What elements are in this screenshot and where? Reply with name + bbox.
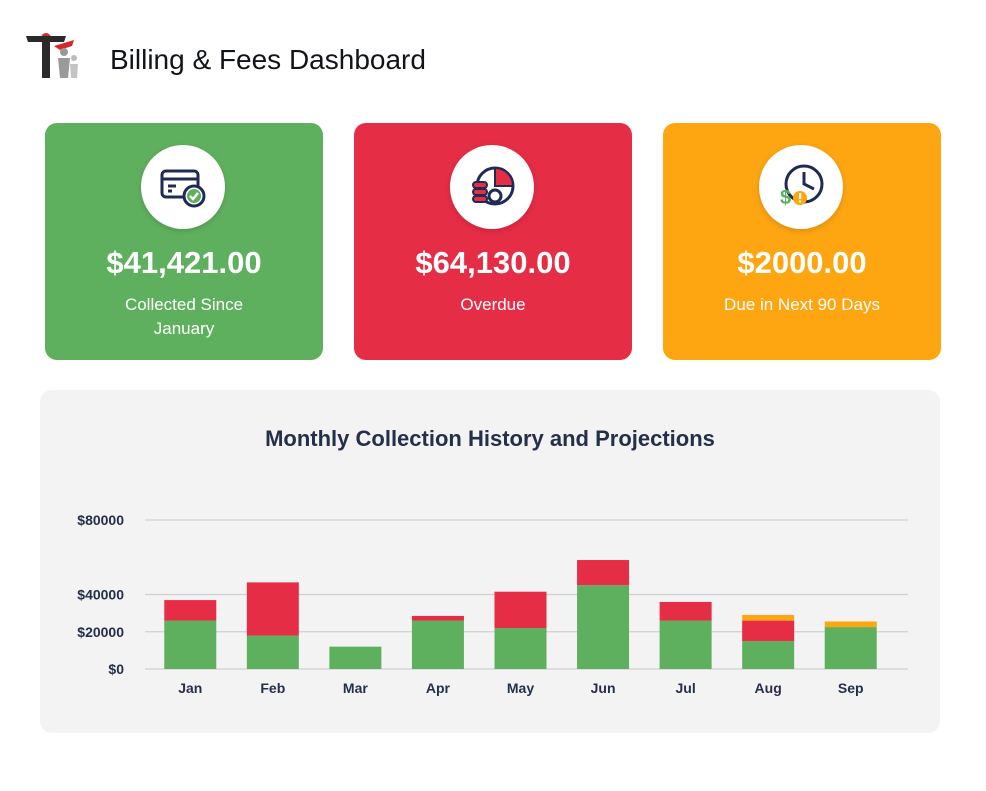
x-tick-label: Aug	[755, 680, 782, 696]
bar-jan-segment-1	[164, 600, 217, 621]
bar-jul-segment-1	[659, 601, 712, 621]
y-tick-label: $40000	[77, 587, 124, 603]
due-soon-card: $ $2000.00 Due in Next 90 Days	[663, 123, 941, 360]
bar-mar-segment-0	[329, 646, 382, 669]
bar-sep-segment-2	[824, 621, 877, 628]
collected-card: $41,421.00 Collected Since January	[45, 123, 323, 360]
y-tick-label: $20000	[77, 624, 124, 640]
due-soon-caption: Due in Next 90 Days	[724, 295, 880, 314]
bar-aug-segment-1	[742, 620, 795, 642]
x-tick-label: Jun	[591, 680, 616, 696]
x-tick-label: Mar	[343, 680, 368, 696]
y-tick-label: $0	[108, 661, 124, 677]
x-tick-label: May	[507, 680, 534, 696]
bar-aug-segment-2	[742, 614, 795, 621]
bar-jun-segment-0	[577, 585, 630, 669]
card-check-icon	[141, 145, 225, 229]
bar-sep-segment-0	[824, 627, 877, 669]
bar-jan-segment-0	[164, 620, 217, 669]
bar-may-segment-0	[494, 628, 547, 669]
collected-amount: $41,421.00	[106, 245, 262, 280]
overdue-caption: Overdue	[460, 295, 526, 314]
clock-dollar-warning-icon: $	[759, 145, 843, 229]
monthly-collection-chart: Monthly Collection History and Projectio…	[40, 390, 940, 733]
bar-apr-segment-0	[411, 620, 464, 669]
bar-apr-segment-1	[411, 615, 464, 621]
x-tick-label: Sep	[838, 680, 864, 696]
company-logo	[26, 33, 78, 78]
page-title: Billing & Fees Dashboard	[110, 44, 426, 75]
x-tick-label: Jan	[178, 680, 202, 696]
bar-feb-segment-1	[246, 582, 299, 636]
collected-caption: Collected Since January	[124, 295, 244, 338]
overdue-card: $64,130.00 Overdue	[354, 123, 632, 360]
x-tick-label: Jul	[675, 680, 695, 696]
due-soon-amount: $2000.00	[737, 245, 867, 280]
bar-jun-segment-1	[577, 560, 630, 586]
bar-may-segment-1	[494, 591, 547, 629]
overdue-amount: $64,130.00	[415, 245, 571, 280]
bar-aug-segment-0	[742, 641, 795, 669]
x-tick-label: Apr	[426, 680, 451, 696]
bar-feb-segment-0	[246, 635, 299, 669]
pie-coins-icon	[450, 145, 534, 229]
bar-jul-segment-0	[659, 620, 712, 669]
bar-chart: $0 $20000 $40000 $80000 Jan Feb Mar Apr May Jun Ju…	[77, 512, 908, 696]
svg-text:$: $	[780, 187, 791, 209]
x-tick-label: Feb	[260, 680, 285, 696]
chart-title: Monthly Collection History and Projectio…	[265, 426, 715, 451]
y-tick-label: $80000	[77, 512, 124, 528]
